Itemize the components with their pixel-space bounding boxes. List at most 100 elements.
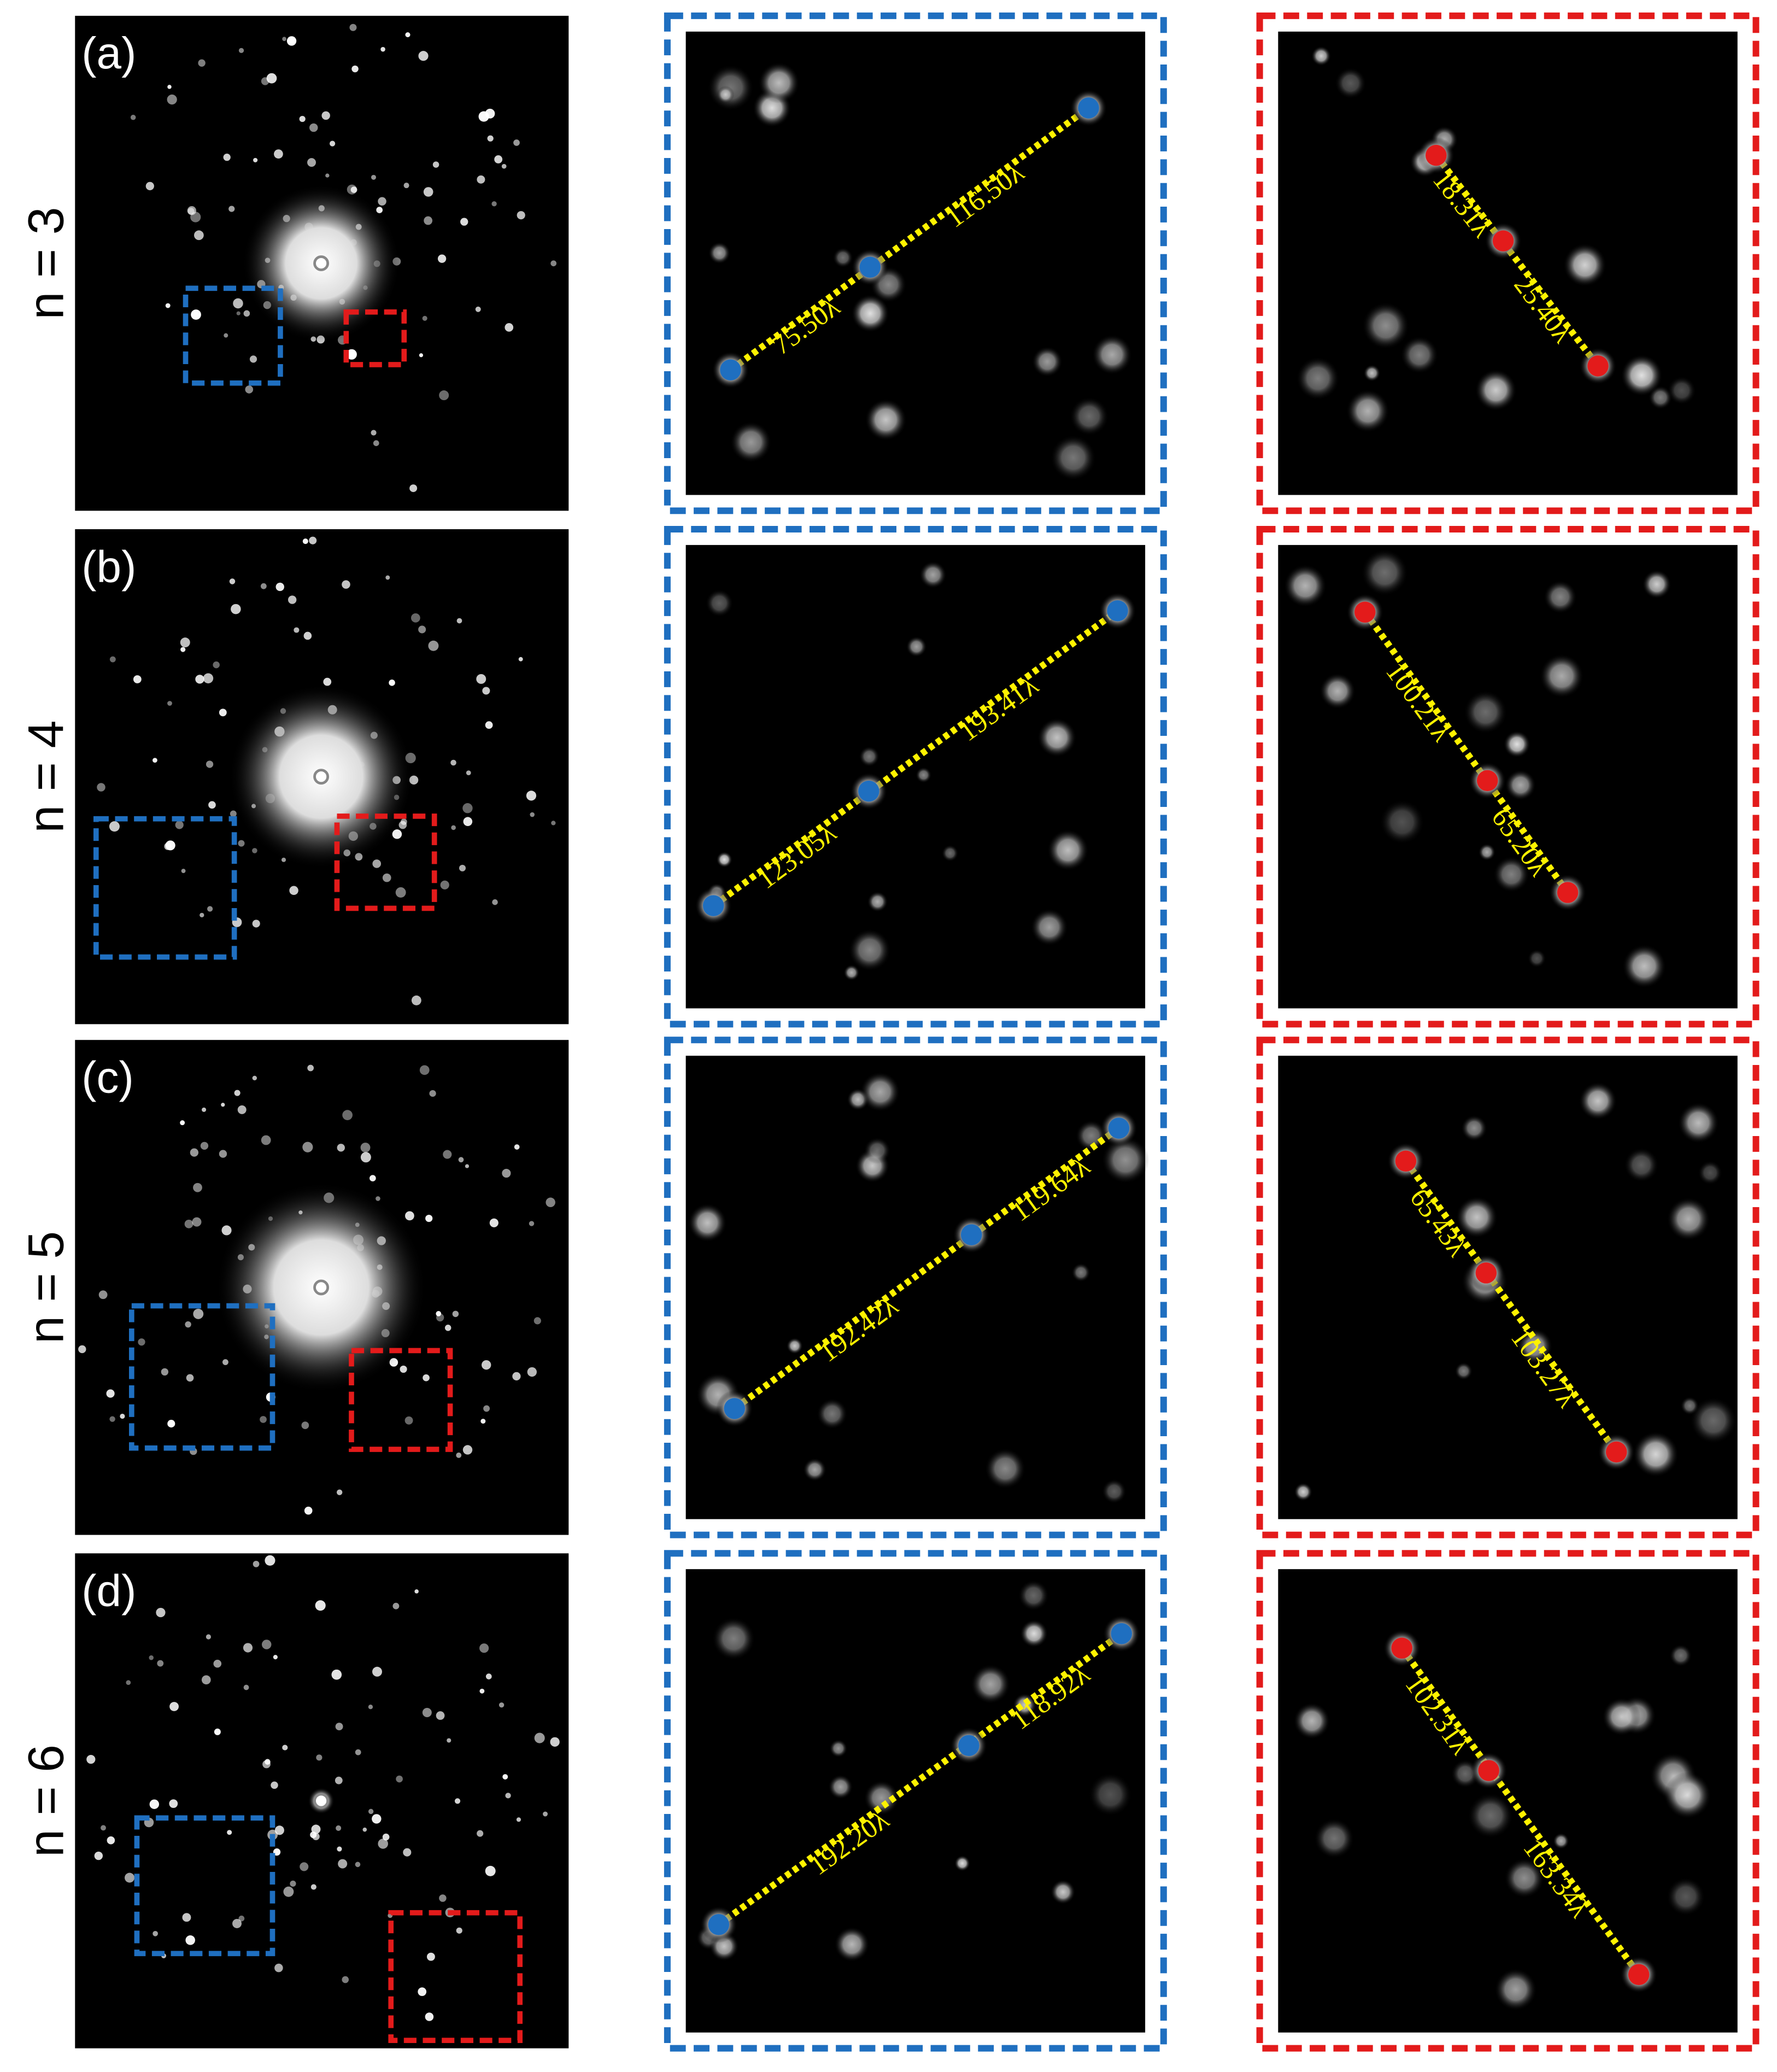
diffraction-spot	[223, 153, 231, 161]
diffraction-spot	[517, 211, 525, 220]
speckle	[832, 247, 853, 268]
diffraction-spot	[138, 1338, 145, 1346]
diffraction-spot	[187, 206, 197, 215]
diffraction-spot	[355, 1862, 361, 1868]
diffraction-spot	[360, 1143, 371, 1152]
speckle	[865, 399, 907, 441]
diffraction-spot	[368, 1808, 374, 1815]
speckle	[906, 636, 927, 657]
diffraction-spot	[106, 1389, 115, 1398]
speckle	[1464, 690, 1508, 734]
marker	[724, 1398, 746, 1419]
diffraction-spot	[526, 791, 537, 801]
diffraction-spot	[180, 1120, 185, 1126]
diffraction-spot	[518, 657, 523, 662]
diffraction-spot	[419, 353, 424, 358]
marker	[1492, 230, 1514, 251]
speckle	[1543, 580, 1577, 614]
diffraction-spot	[202, 1107, 207, 1112]
speckle	[1030, 908, 1068, 946]
diffraction-spot	[337, 1846, 342, 1852]
diffraction-spot	[550, 260, 557, 267]
diffraction-spot	[282, 1745, 288, 1751]
diffraction-spot	[432, 161, 439, 168]
diffraction-spot	[382, 1833, 390, 1841]
diffraction-spot	[228, 206, 235, 212]
central-peak-core	[313, 769, 330, 785]
speckle	[758, 62, 800, 104]
diffraction-spot	[109, 656, 116, 663]
speckle	[730, 422, 772, 463]
speckle	[1504, 1858, 1545, 1898]
diffraction-spot	[403, 183, 409, 189]
red-zoom-frame	[1256, 12, 1760, 514]
diffraction-spot	[126, 1680, 131, 1685]
diffraction-spot	[494, 155, 503, 163]
diffraction-spot	[181, 869, 186, 873]
diffraction-spot	[378, 1839, 389, 1849]
diffraction-spot	[213, 661, 220, 669]
speckle	[1361, 549, 1408, 596]
diffraction-spot	[149, 1655, 154, 1660]
diffraction-spot	[460, 218, 468, 226]
diffraction-spot	[299, 115, 306, 122]
diffraction-spot	[97, 783, 105, 792]
diffraction-spot	[337, 1144, 345, 1152]
diffraction-spot	[478, 111, 489, 122]
measure-line	[732, 1125, 1121, 1412]
diffraction-spot	[238, 48, 244, 54]
diffraction-spot	[382, 873, 391, 882]
diffraction-spot	[372, 859, 382, 868]
speckle	[1293, 1702, 1330, 1740]
diffraction-spot	[422, 1708, 432, 1718]
speckle	[1468, 1793, 1514, 1839]
speckle	[688, 1203, 727, 1242]
diffraction-spot	[414, 1589, 419, 1594]
speckle	[1020, 1619, 1048, 1648]
speckle	[1075, 1120, 1107, 1151]
speckle	[1633, 1431, 1679, 1477]
blue-zoom-frame	[664, 525, 1167, 1028]
diffraction-spot	[325, 173, 330, 178]
speckle	[1642, 570, 1672, 599]
measure-line	[1399, 1646, 1642, 1977]
diffraction-spot	[193, 1183, 202, 1192]
diffraction-spot	[501, 163, 507, 169]
diffraction-spot	[338, 1859, 348, 1869]
diffraction-spot	[485, 721, 493, 729]
diffraction-spot	[425, 2012, 434, 2021]
speckle	[817, 1398, 848, 1430]
marker	[702, 895, 724, 916]
diffraction-spot	[437, 254, 447, 263]
n-label: n = 5	[19, 1231, 74, 1344]
diffraction-spot	[227, 1830, 232, 1835]
diffraction-spot	[482, 1360, 491, 1370]
diffraction-spot	[477, 175, 485, 184]
measure-line	[711, 608, 1120, 909]
diffraction-spot	[530, 812, 535, 817]
blue-zoom-image	[685, 545, 1146, 1009]
diffraction-spot	[321, 111, 330, 120]
diffraction-spot	[436, 1313, 444, 1322]
diffraction-spot	[185, 1321, 191, 1328]
speckle	[984, 1448, 1026, 1489]
diffraction-spot	[482, 687, 490, 695]
diffraction-spot	[405, 32, 410, 38]
diffraction-spot	[190, 1148, 199, 1157]
diffraction-spot	[182, 1913, 191, 1922]
speckle	[1294, 1483, 1312, 1501]
speckle	[1314, 1818, 1354, 1859]
panel-label: (d)	[81, 1566, 136, 1616]
panel-label: (a)	[81, 28, 136, 78]
diffraction-spot	[253, 1560, 260, 1567]
diffraction-spot	[309, 536, 317, 545]
diffraction-spot	[260, 583, 267, 589]
diffraction-spot	[429, 1090, 436, 1097]
speckle	[1669, 1644, 1692, 1667]
speckle	[1335, 67, 1367, 99]
diffraction-spot	[419, 1065, 430, 1075]
diffraction-spot	[330, 141, 336, 147]
central-peak-core	[313, 255, 330, 272]
speckle	[1667, 376, 1696, 405]
speckle	[1071, 1263, 1090, 1282]
